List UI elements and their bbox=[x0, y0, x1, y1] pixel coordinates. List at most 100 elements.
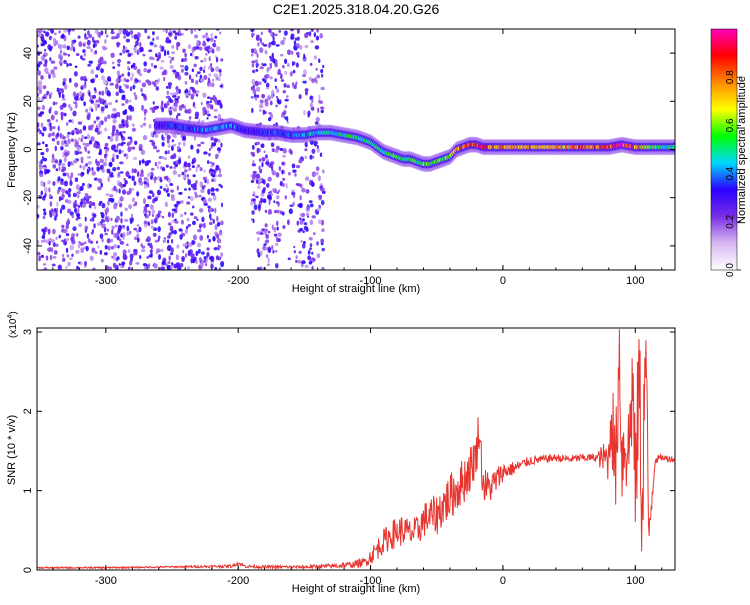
heatmap-cell bbox=[215, 56, 219, 63]
heatmap-cell bbox=[206, 96, 211, 99]
heatmap-cell bbox=[251, 144, 255, 150]
heatmap-cell bbox=[116, 70, 121, 77]
heatmap-cell bbox=[203, 40, 206, 44]
heatmap-cell bbox=[175, 254, 180, 261]
heatmap-cell bbox=[75, 249, 80, 254]
heatmap-marks bbox=[37, 29, 675, 270]
heatmap-cell bbox=[286, 49, 292, 56]
heatmap-cell bbox=[186, 201, 191, 205]
heatmap-cell bbox=[173, 263, 178, 269]
heatmap-cell bbox=[104, 102, 108, 106]
heatmap-cell bbox=[107, 102, 113, 106]
heatmap-cell bbox=[309, 203, 314, 208]
heatmap-cell bbox=[269, 76, 273, 80]
heatmap-cell bbox=[113, 244, 118, 249]
heatmap-cell bbox=[77, 35, 81, 39]
heatmap-cell bbox=[42, 126, 47, 132]
heatmap-cell bbox=[213, 108, 218, 112]
heatmap-cell bbox=[295, 255, 298, 259]
heatmap-cell bbox=[176, 41, 181, 47]
heatmap-cell bbox=[287, 171, 292, 176]
heatmap-cell bbox=[58, 43, 63, 50]
heatmap-cell bbox=[321, 228, 325, 233]
heatmap-cell bbox=[214, 153, 219, 158]
heatmap-cell bbox=[131, 127, 136, 132]
heatmap-cell bbox=[84, 225, 89, 231]
heatmap-cell bbox=[303, 69, 307, 76]
heatmap-cell bbox=[271, 40, 276, 46]
heatmap-cell bbox=[206, 38, 211, 41]
heatmap-cell bbox=[95, 105, 98, 112]
heatmap-cell bbox=[318, 195, 322, 201]
heatmap-cell bbox=[100, 106, 105, 112]
heatmap-cell bbox=[43, 63, 48, 67]
heatmap-cell bbox=[275, 172, 280, 178]
heatmap-cell bbox=[297, 183, 302, 187]
heatmap-cell bbox=[155, 53, 158, 58]
heatmap-cell bbox=[120, 134, 124, 139]
heatmap-cell bbox=[282, 183, 285, 188]
heatmap-cell bbox=[39, 111, 45, 115]
heatmap-cell bbox=[82, 43, 86, 47]
heatmap-cell bbox=[298, 250, 302, 254]
heatmap-cell bbox=[196, 71, 201, 75]
heatmap-cell bbox=[255, 195, 259, 199]
heatmap-cell bbox=[62, 172, 67, 177]
heatmap-cell bbox=[74, 177, 79, 182]
heatmap-cell bbox=[272, 188, 275, 192]
heatmap-cell bbox=[81, 134, 85, 139]
heatmap-cell bbox=[76, 128, 80, 135]
heatmap-cell bbox=[153, 227, 158, 231]
heatmap-cell bbox=[272, 36, 275, 41]
heatmap-cell bbox=[89, 200, 93, 206]
heatmap-cell bbox=[156, 55, 161, 60]
heatmap-cell bbox=[95, 39, 100, 44]
heatmap-cell bbox=[94, 251, 98, 255]
heatmap-cell bbox=[298, 202, 303, 209]
heatmap-cell bbox=[163, 187, 167, 192]
heatmap-cell bbox=[295, 165, 301, 169]
heatmap-cell bbox=[165, 85, 169, 89]
heatmap-cell bbox=[169, 166, 173, 169]
heatmap-cell bbox=[321, 190, 326, 194]
heatmap-cell bbox=[151, 141, 156, 147]
heatmap-cell bbox=[112, 108, 117, 112]
heatmap-cell bbox=[121, 96, 126, 101]
heatmap-cell bbox=[293, 84, 297, 90]
heatmap-cell bbox=[103, 226, 107, 233]
heatmap-cell bbox=[119, 240, 125, 245]
heatmap-cell bbox=[217, 173, 223, 178]
heatmap-cell bbox=[76, 265, 79, 270]
heatmap-cell bbox=[112, 255, 116, 261]
heatmap-cell bbox=[214, 138, 219, 142]
heatmap-cell bbox=[58, 88, 62, 92]
heatmap-cell bbox=[199, 66, 203, 72]
heatmap-cell bbox=[206, 117, 209, 120]
heatmap-cell bbox=[158, 266, 162, 270]
heatmap-cell bbox=[69, 106, 73, 112]
colorbar-tick-label: 0.8 bbox=[725, 70, 736, 84]
heatmap-cell bbox=[183, 57, 188, 62]
heatmap-cell bbox=[257, 42, 260, 47]
heatmap-cell bbox=[101, 219, 106, 223]
heatmap-cell bbox=[71, 214, 74, 219]
heatmap-cell bbox=[143, 265, 147, 270]
heatmap-cell bbox=[218, 69, 222, 72]
heatmap-cell bbox=[296, 36, 300, 41]
heatmap-cell bbox=[285, 182, 288, 189]
heatmap-cell bbox=[179, 234, 183, 240]
heatmap-cell bbox=[171, 212, 175, 219]
heatmap-cell bbox=[167, 144, 171, 148]
heatmap-cell bbox=[78, 223, 82, 228]
heatmap-cell bbox=[268, 29, 272, 33]
heatmap-cell bbox=[180, 200, 184, 204]
heatmap-cell bbox=[135, 261, 140, 265]
heatmap-cell bbox=[127, 65, 130, 70]
heatmap-cell bbox=[87, 238, 91, 244]
heatmap-cell bbox=[44, 143, 48, 148]
heatmap-cell bbox=[129, 76, 133, 81]
heatmap-cell bbox=[118, 29, 123, 35]
heatmap-cell bbox=[161, 134, 164, 141]
heatmap-cell bbox=[88, 140, 93, 145]
heatmap-cell bbox=[51, 211, 56, 217]
